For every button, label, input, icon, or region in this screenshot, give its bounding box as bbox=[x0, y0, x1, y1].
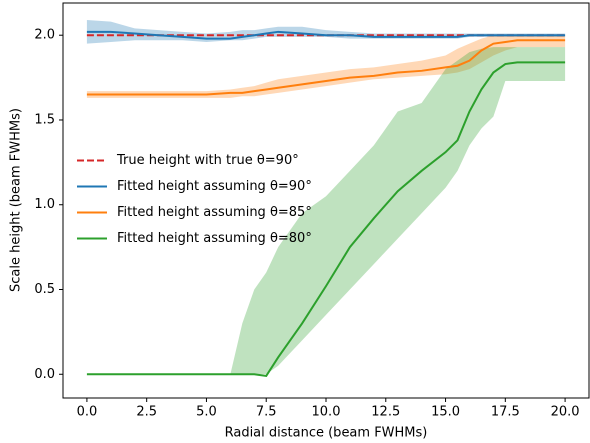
legend-label: Fitted height assuming θ=90° bbox=[117, 179, 312, 194]
x-tick-label: 0.0 bbox=[77, 405, 98, 420]
series-line bbox=[86, 30, 566, 40]
legend-label: Fitted height assuming θ=80° bbox=[117, 231, 312, 246]
x-tick-label: 20.0 bbox=[551, 405, 580, 420]
series-line bbox=[86, 61, 566, 378]
x-tick-label: 5.0 bbox=[196, 405, 217, 420]
x-axis-label: Radial distance (beam FWHMs) bbox=[225, 426, 428, 441]
error-band bbox=[86, 47, 566, 375]
y-tick-label: 1.0 bbox=[34, 197, 55, 212]
x-tick-label: 17.5 bbox=[491, 405, 520, 420]
x-tick-label: 2.5 bbox=[136, 405, 157, 420]
plot-area bbox=[86, 19, 566, 378]
y-axis-label: Scale height (beam FWHMs) bbox=[9, 108, 24, 292]
x-tick-label: 15.0 bbox=[431, 405, 460, 420]
y-tick-label: 0.5 bbox=[34, 282, 55, 297]
x-tick-label: 12.5 bbox=[371, 405, 400, 420]
y-tick-label: 0.0 bbox=[34, 367, 55, 382]
x-tick-label: 10.0 bbox=[312, 405, 341, 420]
y-tick-label: 2.0 bbox=[34, 28, 55, 43]
x-tick-label: 7.5 bbox=[256, 405, 277, 420]
series-line bbox=[86, 39, 566, 96]
legend-label: True height with true θ=90° bbox=[116, 153, 299, 168]
legend-label: Fitted height assuming θ=85° bbox=[117, 205, 312, 220]
error-band bbox=[86, 35, 566, 98]
y-tick-label: 1.5 bbox=[34, 112, 55, 127]
